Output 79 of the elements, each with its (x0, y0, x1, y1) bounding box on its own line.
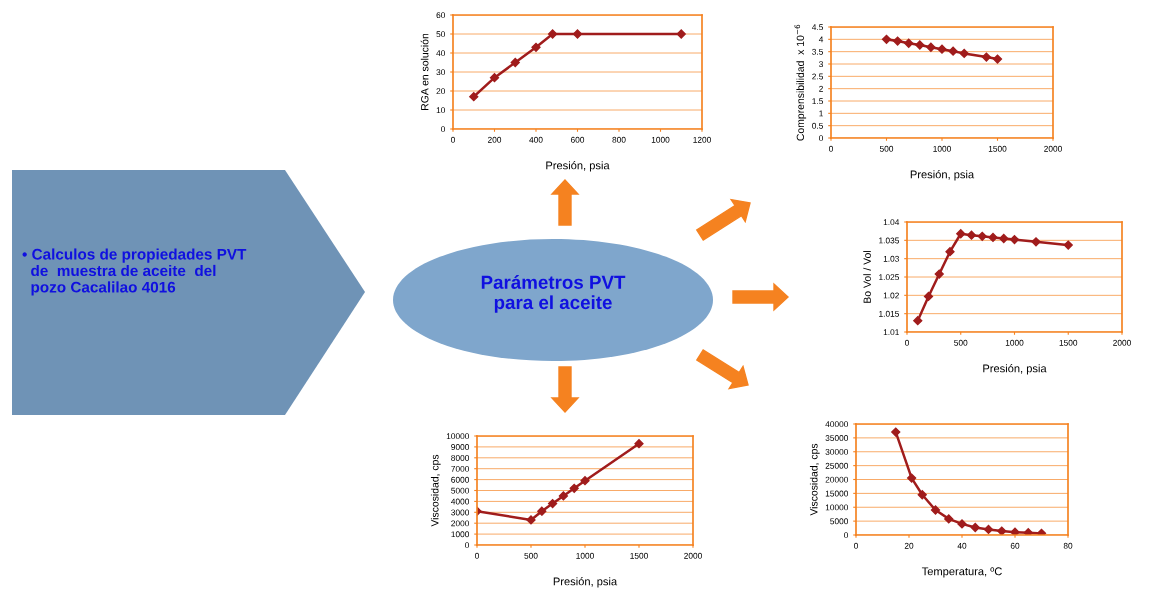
y-tick-label: 2000 (451, 520, 470, 527)
y-tick-label: 20 (436, 88, 446, 95)
y-tick-label: 1.5 (812, 98, 824, 105)
x-tick-label: 40 (957, 542, 967, 549)
y-tick-label: 5000 (451, 487, 470, 494)
x-tick-label: 1000 (576, 552, 594, 559)
x-tick-label: 0 (854, 542, 858, 549)
y-tick-label: 10000 (446, 433, 470, 440)
x-tick-label: 2000 (684, 552, 702, 559)
y-tick-label: 3 (819, 61, 823, 68)
y-tick-label: 60 (436, 12, 446, 19)
y-tick-label: 2.5 (812, 73, 824, 80)
y-tick-label: 30 (436, 69, 446, 76)
x-axis-title: Presión, psia (983, 364, 1047, 375)
y-axis-title: Viscosidad, cps (430, 454, 441, 527)
y-tick-label: 10 (436, 107, 446, 114)
y-tick-label: 4.5 (811, 24, 824, 31)
y-axis-title: Viscosidad, cps (809, 443, 820, 516)
y-tick-label: 0 (441, 126, 446, 133)
x-tick-label: 0 (475, 552, 479, 559)
x-tick-label: 1500 (630, 552, 648, 559)
y-tick-label: 1.025 (879, 274, 900, 281)
x-tick-label: 200 (487, 136, 502, 143)
y-axis-title: RGA en solución (420, 33, 429, 110)
x-axis-title: Presión, psia (546, 161, 610, 172)
y-tick-label: 2 (819, 85, 823, 92)
y-tick-label: 40 (436, 50, 446, 57)
x-tick-label: 1500 (988, 145, 1007, 152)
x-tick-label: 1000 (651, 136, 670, 143)
x-tick-label: 2000 (1044, 145, 1062, 152)
y-tick-label: 20000 (825, 476, 849, 483)
y-tick-label: 7000 (451, 465, 470, 472)
y-axis-title: Comprensibilidad x 10$^{−6}$ (794, 24, 807, 141)
x-tick-label: 20 (904, 542, 914, 549)
y-tick-label: 10000 (825, 504, 849, 511)
y-tick-label: 1.04 (883, 219, 900, 226)
y-tick-label: 30000 (825, 448, 849, 455)
y-tick-label: 5000 (830, 518, 849, 525)
x-tick-label: 500 (954, 339, 968, 346)
y-tick-label: 1000 (451, 531, 470, 538)
x-axis-title: Presión, psia (553, 577, 618, 588)
x-axis-title: Temperatura, ºC (921, 567, 1002, 578)
x-tick-label: 600 (570, 136, 585, 143)
text: • Calculos de propiedades PVT de muestra de aceite del pozo Cacalilao 4016 (22, 248, 247, 296)
x-tick-label: 0 (905, 339, 909, 346)
y-tick-label: 50 (436, 31, 446, 38)
x-axis-title: Presión, psia (910, 170, 975, 181)
y-tick-label: 0 (844, 532, 849, 539)
y-axis-title: Bo Vol / Vol (863, 251, 871, 303)
y-tick-label: 1 (819, 110, 823, 117)
x-tick-label: 1500 (1059, 339, 1078, 346)
y-tick-label: 3.5 (812, 48, 824, 55)
x-tick-label: 1200 (693, 136, 711, 143)
x-tick-label: 500 (524, 552, 538, 559)
x-tick-label: 400 (529, 136, 543, 143)
y-tick-label: 8000 (451, 455, 470, 461)
y-tick-label: 40000 (825, 421, 849, 428)
x-tick-label: 800 (612, 136, 626, 143)
y-tick-label: 9000 (451, 444, 470, 450)
y-tick-label: 1.015 (879, 310, 900, 317)
y-tick-label: 4 (818, 36, 824, 43)
x-tick-label: 1000 (1005, 339, 1024, 346)
y-tick-label: 6000 (451, 476, 470, 483)
y-tick-label: 1.02 (883, 292, 899, 299)
x-tick-label: 2000 (1113, 339, 1131, 346)
text: Parámetros PVT para el aceite (481, 275, 626, 313)
x-tick-label: 1000 (933, 145, 951, 152)
y-tick-label: 1.03 (883, 255, 899, 262)
y-tick-label: 4000 (451, 498, 470, 505)
y-tick-label: 3000 (451, 509, 470, 516)
x-tick-label: 500 (879, 145, 894, 152)
y-tick-label: 0.5 (812, 122, 824, 129)
y-tick-label: 1.01 (883, 329, 899, 336)
x-tick-label: 60 (1010, 542, 1020, 549)
y-tick-label: 1.035 (879, 237, 900, 244)
x-tick-label: 80 (1063, 542, 1073, 549)
y-tick-label: 25000 (825, 462, 849, 469)
y-tick-label: 35000 (825, 435, 849, 441)
y-tick-label: 15000 (825, 490, 849, 497)
